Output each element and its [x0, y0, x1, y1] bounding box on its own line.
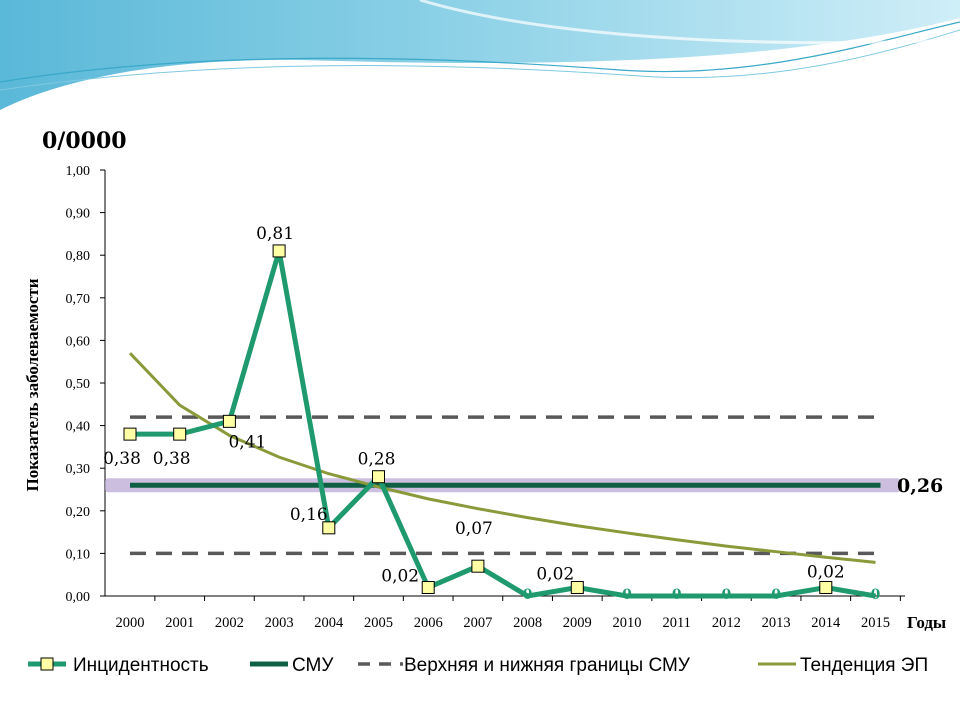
incidence-marker	[570, 580, 584, 594]
incidence-value-label: 0,38	[153, 449, 191, 469]
incidence-marker	[173, 427, 187, 441]
incidence-value-label: 0,38	[103, 449, 141, 469]
y-tick-label: 0,50	[66, 377, 91, 392]
y-tick-label: 0,80	[66, 249, 91, 264]
y-tick-label: 0,40	[66, 420, 91, 435]
y-tick-label: 0,00	[66, 590, 91, 605]
x-tick-label: 2004	[314, 615, 344, 631]
x-tick-label: 2011	[662, 615, 690, 631]
incidence-zero-label: 0	[771, 587, 781, 603]
incidence-marker	[372, 470, 385, 484]
legend-incidence-marker	[40, 657, 54, 671]
incidence-marker	[471, 559, 485, 573]
legend-incidence-label: Инцидентность	[73, 655, 209, 676]
incidence-marker	[222, 414, 236, 428]
incidence-marker	[322, 521, 336, 535]
legend-trend-label: Тенденция ЭП	[800, 655, 928, 676]
y-axis-title: Показатель заболеваемости	[23, 278, 42, 491]
incidence-zero-label: 0	[871, 587, 881, 603]
incidence-value-label: 0,02	[536, 564, 574, 584]
x-tick-label: 2005	[364, 615, 393, 631]
incidence-marker	[272, 244, 286, 258]
x-tick-label: 2012	[712, 615, 741, 631]
x-tick-label: 2001	[165, 615, 194, 631]
x-tick-label: 2015	[861, 615, 890, 631]
x-tick-label: 2006	[414, 615, 443, 631]
y-tick-label: 0,70	[66, 292, 91, 307]
incidence-zero-label: 0	[722, 587, 732, 603]
incidence-marker	[123, 427, 137, 441]
x-tick-label: 2000	[116, 615, 145, 631]
incidence-value-label: 0,02	[807, 562, 845, 582]
x-tick-label: 2007	[463, 615, 492, 631]
smu-value-label: 0,26	[897, 475, 943, 497]
y-tick-label: 0,20	[66, 505, 91, 520]
incidence-zero-label: 0	[523, 587, 533, 603]
plot-area	[104, 170, 905, 599]
x-tick-label: 2009	[563, 615, 592, 631]
incidence-value-label: 0,07	[455, 519, 493, 539]
x-tick-label: 2013	[762, 615, 791, 631]
y-tick-label: 0,10	[66, 547, 91, 562]
legend-bounds-label: Верхняя и нижняя границы СМУ	[404, 655, 691, 676]
incidence-value-label: 0,81	[256, 224, 294, 244]
incidence-value-label: 0,41	[228, 432, 266, 452]
x-tick-label: 2002	[215, 615, 244, 631]
x-axis-title: Годы	[907, 613, 946, 632]
x-tick-label: 2014	[811, 615, 841, 631]
incidence-value-label: 0,02	[381, 566, 419, 586]
x-tick-label: 2008	[513, 615, 542, 631]
y-tick-label: 0,60	[66, 334, 91, 349]
incidence-value-label: 0,16	[290, 505, 328, 525]
incidence-marker	[819, 580, 833, 594]
incidence-zero-label: 0	[672, 587, 682, 603]
incidence-zero-label: 0	[622, 587, 632, 603]
trend-line	[128, 352, 876, 564]
x-axis-ticks: 2000 2001 2002 2003 2004 2005 2006 2007 2008 2009…	[116, 596, 901, 631]
y-tick-label: 0,30	[66, 462, 91, 477]
x-tick-label: 2003	[265, 615, 294, 631]
y-tick-label: 0,90	[66, 207, 91, 222]
unit-label: 0/0000	[42, 128, 127, 154]
y-tick-label: 1,00	[66, 164, 91, 179]
legend-smu-label: СМУ	[292, 655, 334, 676]
x-tick-label: 2010	[613, 615, 642, 631]
data-labels: 0,260,38 0,380,410,810,160,280,020,0700,0…	[103, 224, 943, 603]
decorative-banner	[0, 0, 960, 110]
legend: Инцидентность СМУ Верхняя и нижняя границы…	[28, 655, 928, 676]
y-axis-ticks: 0,00 0,10 0,20 0,30 0,40 0,50 0,60 0,70 0,80 0,90…	[66, 164, 105, 605]
incidence-line	[130, 250, 876, 599]
incidence-marker	[421, 580, 435, 594]
incidence-value-label: 0,28	[358, 450, 396, 470]
